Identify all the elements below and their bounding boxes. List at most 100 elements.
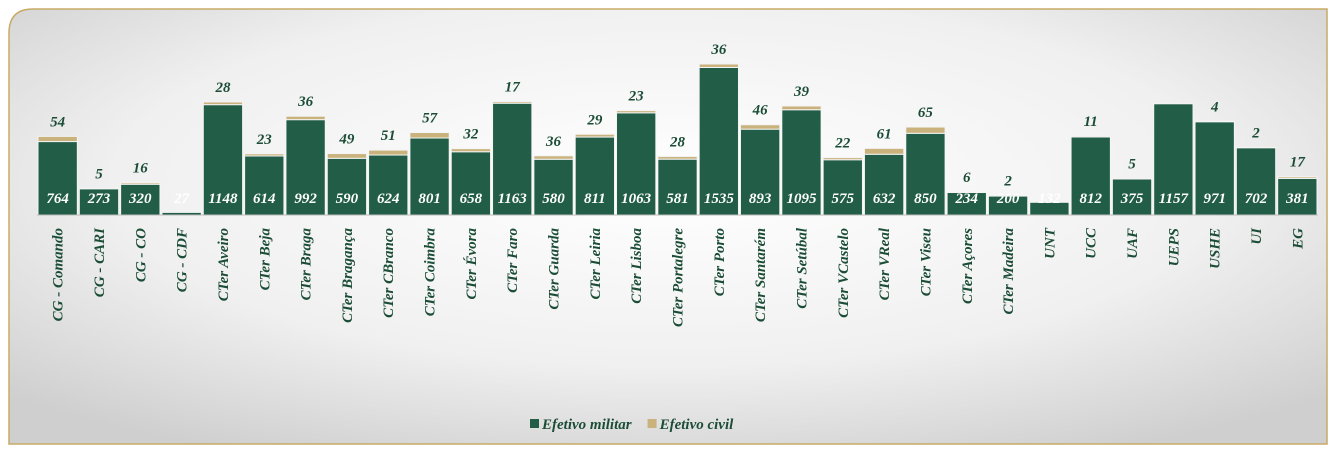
bar-value-label: 36 xyxy=(710,42,727,58)
bar-value-label: 61 xyxy=(877,126,892,142)
bar-segment xyxy=(202,101,244,106)
bar-segment xyxy=(822,157,863,161)
bar-value-label: 614 xyxy=(253,191,276,207)
bar-value-label: 375 xyxy=(1120,191,1144,207)
bar-segment xyxy=(1277,177,1318,216)
bar-segment xyxy=(657,158,698,216)
bar-segment xyxy=(657,155,698,160)
legend-label: Efetivo civil xyxy=(659,417,735,433)
bar-value-label: 702 xyxy=(1245,191,1268,207)
bar-value-label: 893 xyxy=(749,191,772,207)
x-tick-label: CTer VCastelo xyxy=(836,228,852,318)
bar-value-label: 57 xyxy=(422,111,438,127)
x-tick-label: CTer Portalegre xyxy=(671,228,687,327)
x-tick-label: CTer Lisboa xyxy=(629,228,645,304)
x-tick-label: CTer Santarém xyxy=(753,228,769,322)
bar-segment xyxy=(326,157,368,216)
bar-value-label: 1163 xyxy=(498,191,528,207)
bar-value-label: 1095 xyxy=(786,191,817,207)
bar-segment xyxy=(78,187,120,190)
x-tick-label: CTer CBranco xyxy=(381,228,397,318)
bar-segment xyxy=(698,66,739,216)
bar-segment xyxy=(616,112,657,216)
x-tick-label: UAF xyxy=(1125,228,1141,259)
x-tick-label: CTer Açores xyxy=(960,228,976,304)
bar-segment xyxy=(946,191,987,194)
bar-value-label: 6 xyxy=(963,170,971,186)
bar-value-label: 22 xyxy=(834,136,851,152)
bar-value-label: 5 xyxy=(95,166,103,182)
bar-value-label: 658 xyxy=(460,191,483,207)
x-tick-label: CTer Setúbal xyxy=(794,227,810,309)
bar-segment xyxy=(326,153,368,159)
bar-segment xyxy=(368,154,409,216)
x-tick-label: CTer Beja xyxy=(257,228,273,291)
bar-value-label: 632 xyxy=(873,191,896,207)
bar-segment xyxy=(450,148,492,153)
bar-value-label: 36 xyxy=(545,134,562,150)
bar-value-label: 850 xyxy=(914,191,937,207)
bar-segment xyxy=(285,115,326,121)
bar-value-label: 2 xyxy=(1251,125,1260,141)
bar-segment xyxy=(739,124,781,130)
x-tick-label: CG - Comando xyxy=(51,228,67,321)
bar-segment xyxy=(37,135,78,143)
bar-value-label: 5 xyxy=(1128,156,1136,172)
bar-value-label: 581 xyxy=(666,191,689,207)
bar-segment xyxy=(244,153,285,157)
bar-segment xyxy=(1070,135,1111,138)
bar-segment xyxy=(1153,103,1194,216)
bar-segment xyxy=(492,101,533,104)
bar-value-label: 4 xyxy=(1210,99,1219,115)
bar-segment xyxy=(533,158,574,216)
bar-value-label: 1063 xyxy=(621,191,652,207)
x-tick-label: CTer Leiria xyxy=(588,228,604,300)
bar-value-label: 16 xyxy=(133,161,149,177)
bar-value-label: 49 xyxy=(338,132,355,148)
bar-value-label: 27 xyxy=(173,191,190,207)
bar-segment xyxy=(120,182,161,185)
bar-segment xyxy=(987,195,1029,197)
x-tick-label: CG - CDF xyxy=(175,228,191,292)
x-tick-label: UI xyxy=(1249,227,1265,245)
x-tick-label: CTer Viseu xyxy=(918,228,934,296)
bar-segment xyxy=(781,105,822,111)
bar-segment xyxy=(202,104,244,216)
bar-segment xyxy=(1235,146,1277,149)
bar-segment xyxy=(1277,176,1318,179)
bar-segment xyxy=(781,109,822,216)
bar-value-label: 28 xyxy=(214,80,231,96)
bar-segment xyxy=(1194,121,1235,216)
bar-value-label: 1148 xyxy=(208,191,238,207)
bar-value-label: 23 xyxy=(628,89,645,105)
bar-value-label: 54 xyxy=(50,114,66,130)
bar-segment xyxy=(78,188,120,216)
x-tick-label: CTer Faro xyxy=(505,228,521,293)
bar-value-label: 381 xyxy=(1285,191,1309,207)
bar-segment xyxy=(533,155,574,160)
x-tick-label: CTer Coimbra xyxy=(423,228,439,317)
bar-value-label: 590 xyxy=(336,191,359,207)
x-tick-label: UNT xyxy=(1042,227,1058,259)
bar-value-label: 1535 xyxy=(704,191,735,207)
bar-segment xyxy=(698,63,739,68)
x-tick-label: EG xyxy=(1290,228,1306,250)
bar-segment xyxy=(574,133,616,138)
chart-frame xyxy=(8,8,1328,445)
legend-swatch xyxy=(530,419,539,428)
bar-value-label: 580 xyxy=(542,191,565,207)
bar-segment xyxy=(1111,178,1153,216)
bar-segment xyxy=(905,132,946,216)
bar-segment xyxy=(1194,120,1235,123)
bar-value-label: 29 xyxy=(586,112,603,128)
bar-value-label: 992 xyxy=(294,191,317,207)
legend-label: Efetivo militar xyxy=(541,417,632,433)
x-tick-label: UEPS xyxy=(1166,228,1182,266)
bar-value-label: 764 xyxy=(46,191,69,207)
x-tick-label: CG - CARI xyxy=(92,227,108,297)
bar-segment xyxy=(1111,177,1153,180)
bar-value-label: 17 xyxy=(505,80,521,96)
bar-value-label: 200 xyxy=(996,191,1020,207)
bar-segment xyxy=(37,141,78,216)
